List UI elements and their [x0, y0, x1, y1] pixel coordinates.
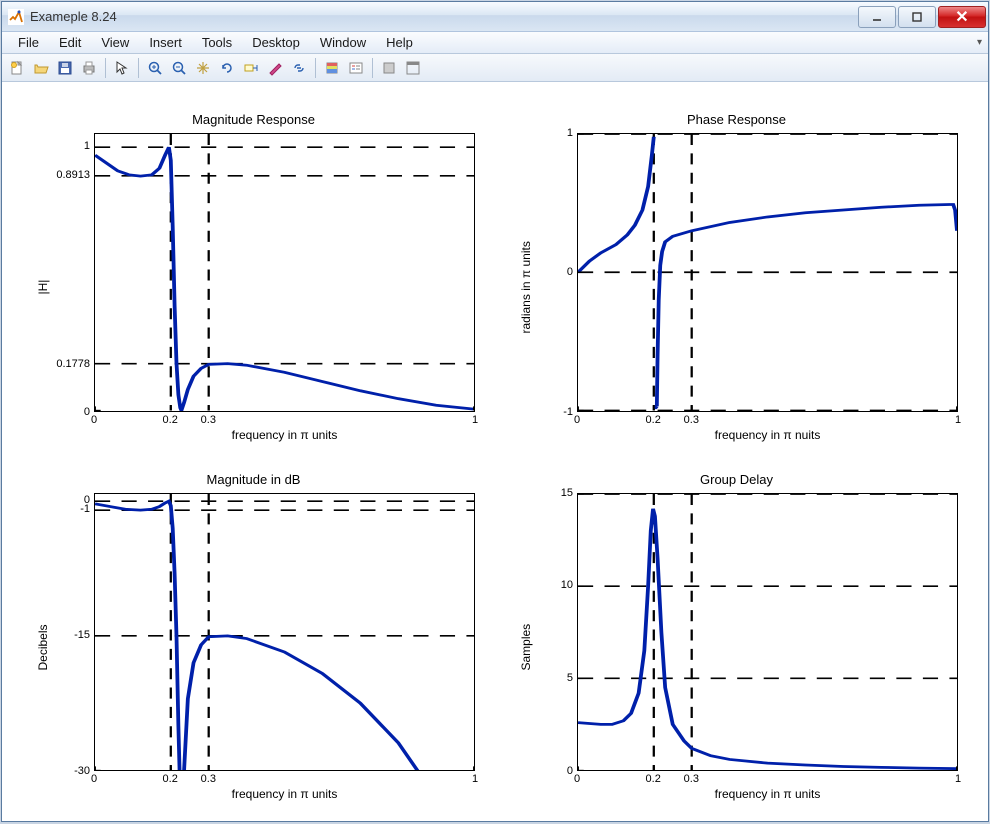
close-button[interactable]: ✕ [938, 6, 986, 28]
menubar: FileEditViewInsertToolsDesktopWindowHelp… [2, 32, 988, 54]
xlabel: frequency in π nuits [577, 428, 958, 442]
xlabel: frequency in π units [577, 787, 958, 801]
ylabel: radians in π units [515, 133, 537, 442]
figure-area: Magnitude Response|H|00.17780.8913100.20… [2, 82, 988, 821]
data-cursor-button[interactable] [240, 57, 262, 79]
ytick-label: 15 [561, 487, 573, 499]
xticks: 0 0.2 0.3 1 [577, 412, 958, 426]
new-figure-button[interactable] [6, 57, 28, 79]
ytick-label: 1 [567, 127, 573, 139]
yticks: 00.17780.89131 [54, 133, 94, 412]
axes[interactable] [94, 493, 475, 772]
minimize-button[interactable] [858, 6, 896, 28]
xticks: 0 0.2 0.3 1 [577, 771, 958, 785]
ytick-label: 0.1778 [56, 358, 90, 370]
xtick-label: 0.2 [646, 414, 661, 426]
menu-edit[interactable]: Edit [49, 32, 91, 53]
xtick-label: 1 [472, 414, 478, 426]
legend-button[interactable] [345, 57, 367, 79]
xtick-label: 1 [472, 773, 478, 785]
xlabel: frequency in π units [94, 428, 475, 442]
ytick-label: 0 [567, 765, 573, 777]
pan-button[interactable] [192, 57, 214, 79]
ytick-label: -30 [74, 765, 90, 777]
hide-tools-button[interactable] [378, 57, 400, 79]
save-button[interactable] [54, 57, 76, 79]
menu-view[interactable]: View [91, 32, 139, 53]
xticks: 0 0.2 0.3 1 [94, 771, 475, 785]
axes[interactable] [94, 133, 475, 412]
zoom-out-button[interactable] [168, 57, 190, 79]
ylabel: Decibels [32, 493, 54, 802]
figure-window: Exameple 8.24 ✕ FileEditViewInsertToolsD… [1, 1, 989, 822]
subplot-db: Magnitude in dBDecibels-30-15-1000.20.31… [32, 472, 475, 802]
xtick-label: 0 [91, 773, 97, 785]
toolbar-separator [315, 58, 316, 78]
link-button[interactable] [288, 57, 310, 79]
matlab-icon [8, 9, 24, 25]
arrow-button[interactable] [111, 57, 133, 79]
subplot-title: Group Delay [515, 472, 958, 487]
xtick-label: 0.2 [163, 414, 178, 426]
dock-button[interactable] [402, 57, 424, 79]
toolbar [2, 54, 988, 82]
ytick-label: 0.8913 [56, 169, 90, 181]
ytick-label: 5 [567, 672, 573, 684]
toolbar-separator [372, 58, 373, 78]
subplot-gd: Group Delay Samples 0 5 10 15 0 0.2 0.3 1 frequenc… [515, 472, 958, 802]
toolbar-separator [138, 58, 139, 78]
xtick-label: 1 [955, 773, 961, 785]
subplot-title: Magnitude Response [32, 112, 475, 127]
print-button[interactable] [78, 57, 100, 79]
open-button[interactable] [30, 57, 52, 79]
xtick-label: 0 [574, 773, 580, 785]
menu-file[interactable]: File [8, 32, 49, 53]
colorbar-button[interactable] [321, 57, 343, 79]
menu-tools[interactable]: Tools [192, 32, 242, 53]
ytick-label: 0 [84, 406, 90, 418]
subplot-mag: Magnitude Response|H|00.17780.8913100.20… [32, 112, 475, 442]
ylabel: |H| [32, 133, 54, 442]
axes[interactable] [577, 133, 958, 412]
xtick-label: 0.3 [201, 414, 216, 426]
xlabel: frequency in π units [94, 787, 475, 801]
window-title: Exameple 8.24 [30, 9, 858, 24]
xtick-label: 0.3 [201, 773, 216, 785]
toolbar-separator [105, 58, 106, 78]
ytick-label: 0 [84, 494, 90, 506]
yticks: -30-15-10 [54, 493, 94, 772]
subplot-phase: Phase Responseradians in π units-10100.2… [515, 112, 958, 442]
xtick-label: 0.2 [646, 773, 661, 785]
menu-chevron-icon[interactable]: ▾ [977, 37, 982, 48]
xtick-label: 0.2 [163, 773, 178, 785]
brush-button[interactable] [264, 57, 286, 79]
subplot-title: Phase Response [515, 112, 958, 127]
zoom-in-button[interactable] [144, 57, 166, 79]
ytick-label: 10 [561, 579, 573, 591]
ylabel: Samples [515, 493, 537, 802]
xticks: 0 0.2 0.3 1 [94, 412, 475, 426]
xtick-label: 0.3 [684, 773, 699, 785]
yticks: -101 [537, 133, 577, 412]
menu-window[interactable]: Window [310, 32, 376, 53]
ytick-label: 1 [84, 140, 90, 152]
xtick-label: 0.3 [684, 414, 699, 426]
ytick-label: -1 [563, 406, 573, 418]
xtick-label: 0 [91, 414, 97, 426]
ytick-label: -15 [74, 629, 90, 641]
axes[interactable] [577, 493, 958, 772]
menu-insert[interactable]: Insert [139, 32, 192, 53]
rotate-button[interactable] [216, 57, 238, 79]
menu-desktop[interactable]: Desktop [242, 32, 310, 53]
subplot-title: Magnitude in dB [32, 472, 475, 487]
xtick-label: 0 [574, 414, 580, 426]
menu-help[interactable]: Help [376, 32, 423, 53]
maximize-button[interactable] [898, 6, 936, 28]
ytick-label: 0 [567, 266, 573, 278]
yticks: 051015 [537, 493, 577, 772]
xtick-label: 1 [955, 414, 961, 426]
titlebar[interactable]: Exameple 8.24 ✕ [2, 2, 988, 32]
